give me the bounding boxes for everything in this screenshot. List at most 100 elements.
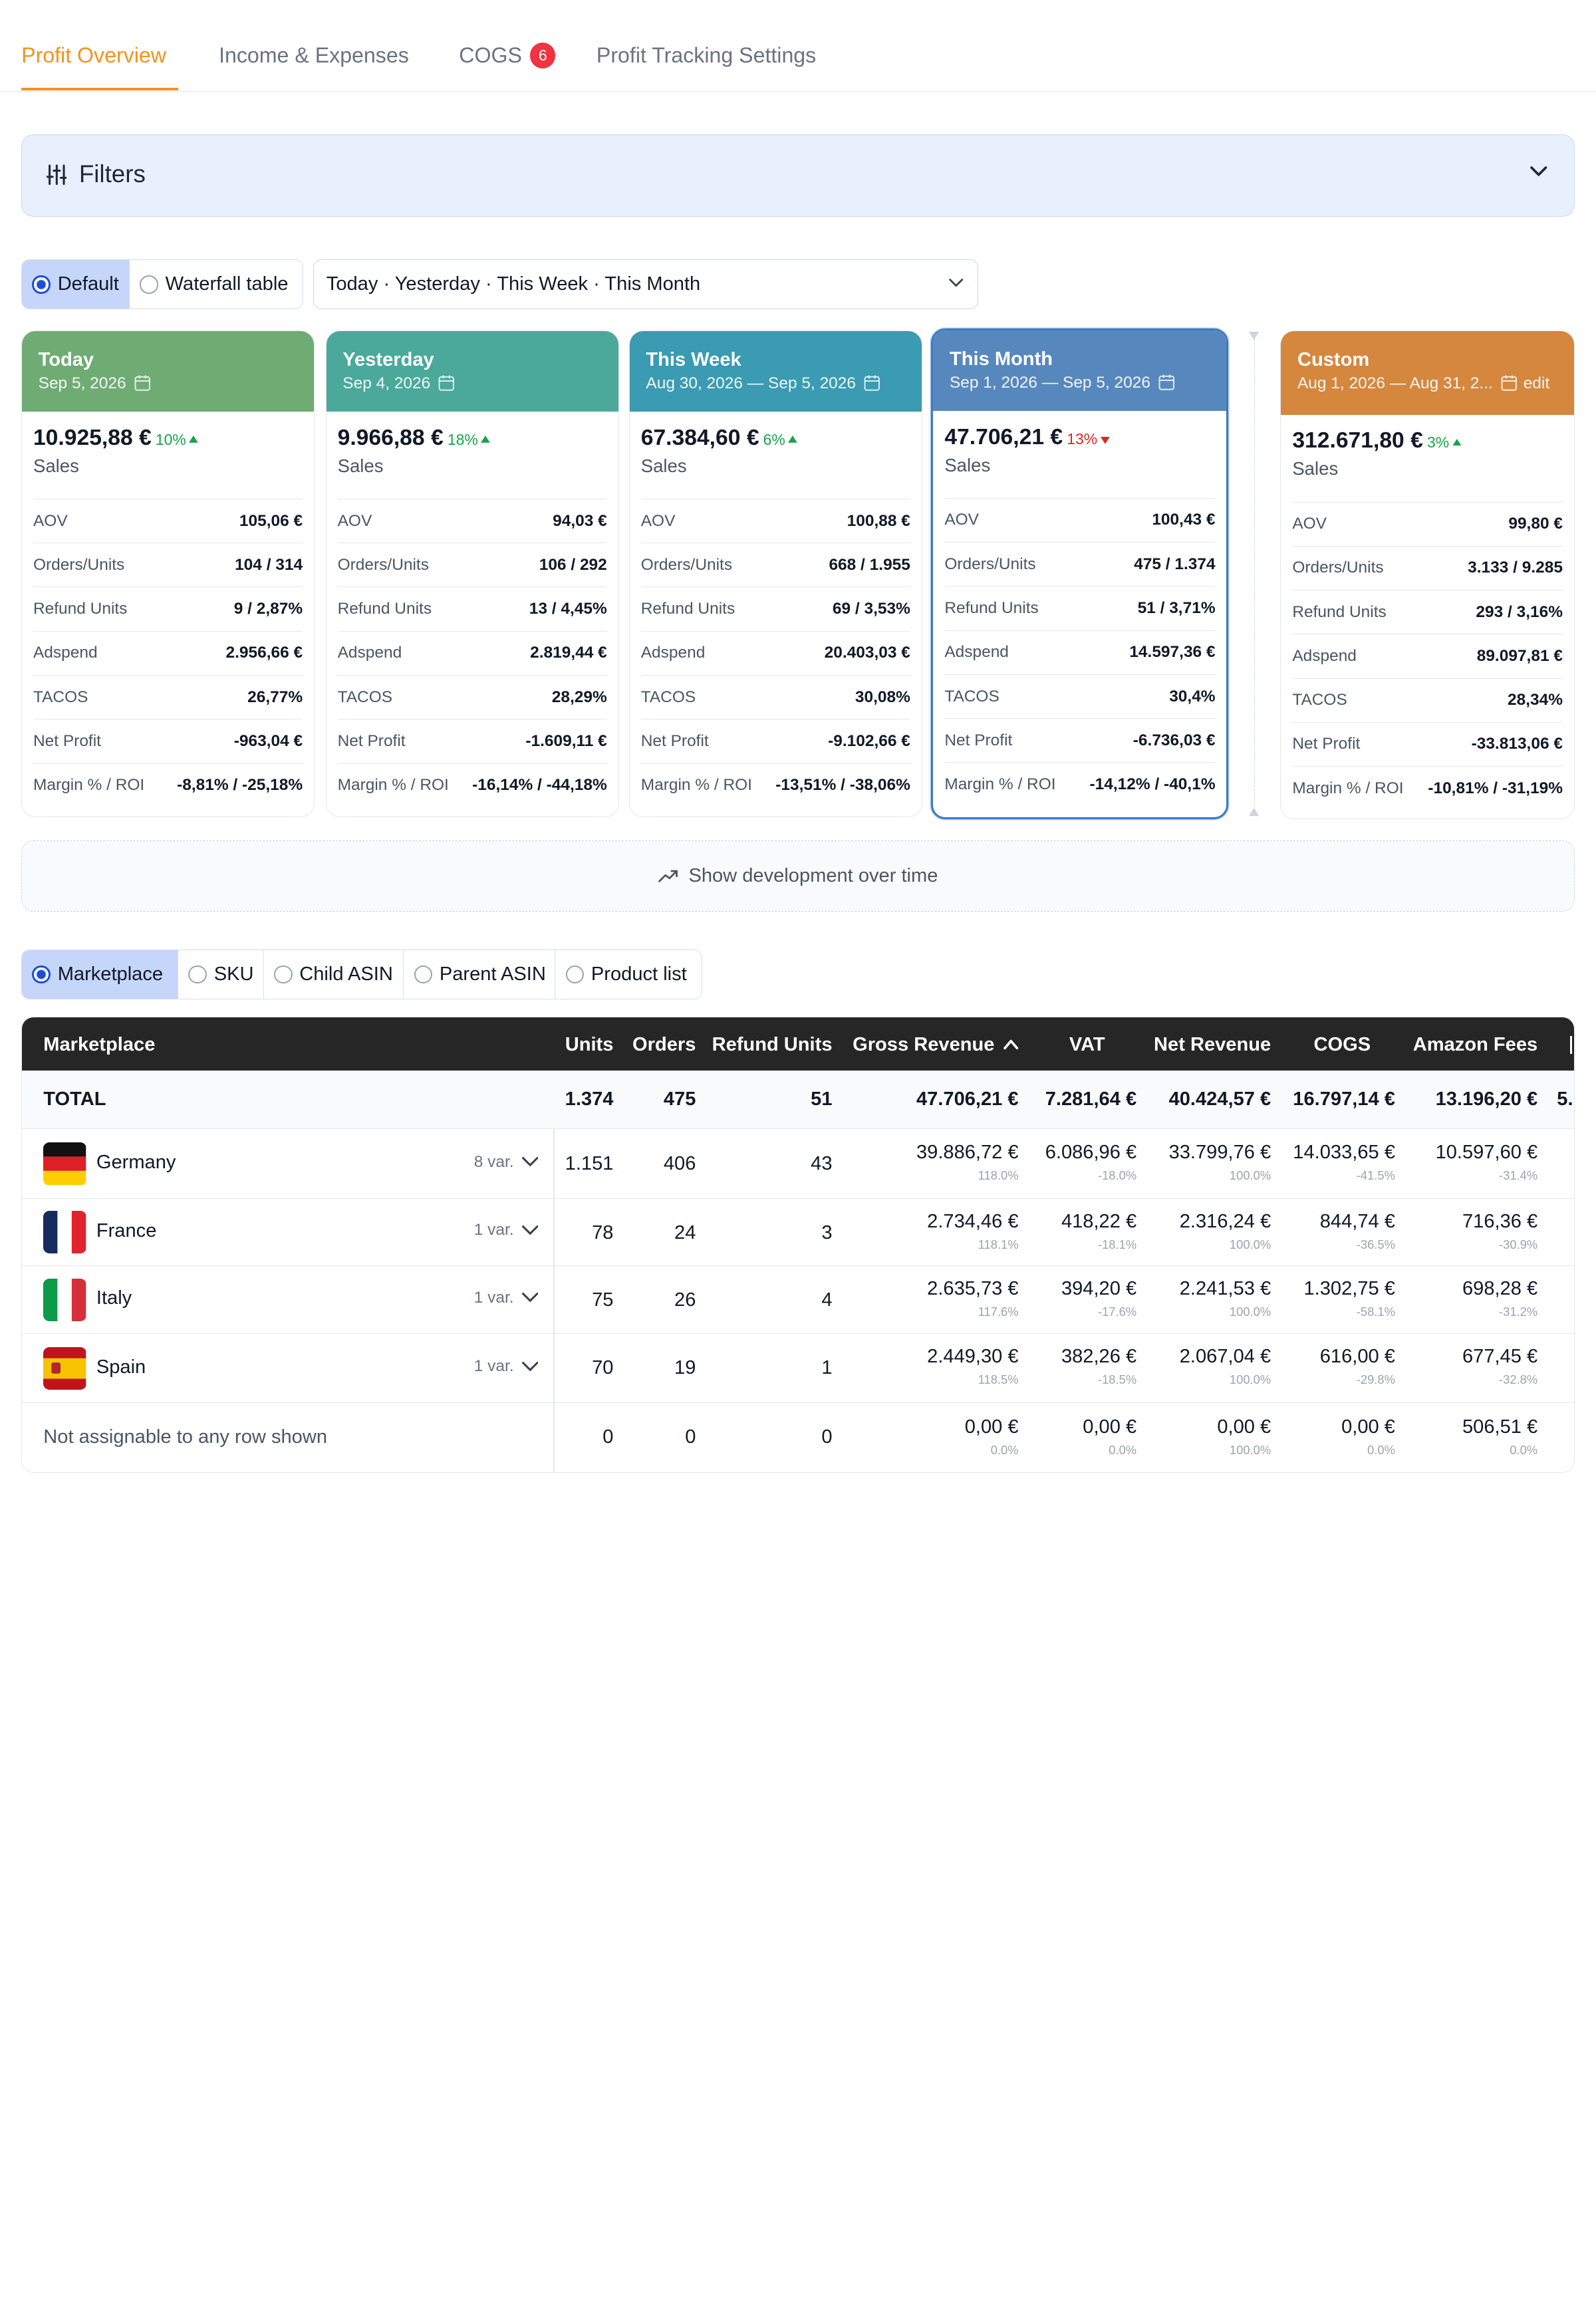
card-metric-row: Refund Units 51 / 3,71% — [944, 586, 1216, 630]
cell-cogs-percent: 0.0% — [1367, 1442, 1395, 1457]
show-development-button[interactable]: Show development over time — [21, 840, 1575, 912]
card-date-text: Sep 5, 2026 — [38, 374, 126, 392]
card-metric-row: Refund Units 293 / 3,16% — [1292, 590, 1563, 634]
group-sku-option[interactable]: SKU — [178, 950, 264, 999]
card-sales-value: 47.706,21 €13% — [944, 424, 1215, 453]
group-child-asin-option[interactable]: Child ASIN — [264, 950, 404, 999]
cell-net-percent: 100.0% — [1229, 1372, 1271, 1387]
card-period-date: Sep 4, 2026 — [342, 372, 602, 395]
group-marketplace-option[interactable]: Marketplace — [22, 950, 179, 999]
cell-gross-percent: 118.0% — [978, 1168, 1019, 1182]
header-units[interactable]: Units — [565, 1033, 614, 1055]
card-metric-row: Refund Units 13 / 4,45% — [337, 586, 607, 630]
card-metric-row: Net Profit -33.813,06 € — [1292, 721, 1563, 766]
header-orders[interactable]: Orders — [632, 1033, 696, 1055]
radio-icon — [565, 965, 585, 984]
variations-expander[interactable]: 1 var. — [474, 1221, 539, 1239]
tab-income-expenses[interactable]: Income & Expenses — [219, 43, 409, 68]
card-metric-row: Margin % / ROI -10,81% / -31,19% — [1292, 766, 1563, 810]
period-card-this-month[interactable]: This Month Sep 1, 2026 — Sep 5, 2026 47.70… — [931, 328, 1229, 820]
table-row[interactable]: Italy 1 var. 75 26 4 2.635,73 € 117.6% 394,20 €… — [22, 1266, 1574, 1335]
card-sales-label: Sales — [944, 454, 991, 475]
calendar-icon[interactable] — [1501, 374, 1518, 392]
trending-up-icon — [658, 870, 678, 882]
metric-value: 100,88 € — [847, 511, 910, 530]
metric-value: -13,51% / -38,06% — [775, 776, 910, 795]
metric-value: -16,14% / -44,18% — [472, 776, 607, 795]
total-units: 1.374 — [565, 1088, 614, 1110]
calendar-icon[interactable] — [438, 374, 455, 392]
chevron-down-icon — [521, 1225, 539, 1235]
period-card-this-week[interactable]: This Week Aug 30, 2026 — Sep 5, 2026 67.38… — [628, 330, 922, 818]
edit-custom-period-button[interactable]: edit — [1523, 374, 1550, 392]
header-amazon-fees[interactable]: Amazon Fees — [1412, 1033, 1538, 1055]
metric-label: Orders/Units — [944, 555, 1036, 573]
calendar-icon[interactable] — [134, 374, 150, 392]
header-refund-units[interactable]: Refund Units — [712, 1033, 833, 1055]
filters-panel[interactable]: Filters — [21, 134, 1575, 217]
table-row[interactable]: France 1 var. 78 24 3 2.734,46 € 118.1% 418,22 … — [22, 1199, 1574, 1266]
card-sales-value: 67.384,60 €6% — [641, 424, 910, 454]
period-select[interactable]: Today · Yesterday · This Week · This Mon… — [313, 259, 978, 310]
metric-value: 99,80 € — [1508, 515, 1563, 533]
card-metric-row: Orders/Units 3.133 / 9.285 — [1292, 545, 1563, 590]
total-refund: 51 — [811, 1088, 833, 1110]
cell-vat: 382,26 € — [1061, 1346, 1137, 1368]
tab-profit-tracking-settings[interactable]: Profit Tracking Settings — [596, 43, 817, 68]
card-metric-row: Orders/Units 668 / 1.955 — [640, 543, 910, 586]
header-marketplace[interactable]: Marketplace — [43, 1033, 156, 1055]
tab-profit-overview[interactable]: Profit Overview — [21, 43, 166, 68]
metric-value: 104 / 314 — [235, 555, 303, 574]
variations-expander[interactable]: 8 var. — [474, 1153, 539, 1172]
period-card-today[interactable]: Today Sep 5, 2026 10.925,88 €10% Sales AOV 10… — [21, 330, 315, 818]
variations-expander[interactable]: 1 var. — [474, 1357, 539, 1376]
cell-units: 70 — [592, 1357, 614, 1379]
cell-refund: 1 — [821, 1357, 833, 1379]
header-vat[interactable]: VAT — [1069, 1033, 1105, 1055]
cell-vat-percent: 0.0% — [1109, 1442, 1137, 1457]
metric-value: 26,77% — [247, 688, 303, 706]
card-metric-row: AOV 100,88 € — [640, 498, 910, 543]
cell-gross: 2.635,73 € — [927, 1277, 1019, 1299]
table-row[interactable]: Germany 8 var. 1.151 406 43 39.886,72 € 118.0%… — [22, 1129, 1574, 1199]
card-body: 312.671,80 €3% Sales AOV 99,80 € Orders/Unit… — [1281, 415, 1573, 810]
metric-label: Net Profit — [944, 731, 1013, 749]
cell-cogs: 616,00 € — [1319, 1346, 1395, 1368]
view-waterfall-option[interactable]: Waterfall table — [130, 260, 299, 309]
group-product-list-option[interactable]: Product list — [555, 950, 702, 999]
card-sales-change: 18% — [447, 430, 478, 448]
metric-value: 3.133 / 9.285 — [1468, 559, 1563, 577]
table-header: Marketplace Units Orders Refund Units Gr… — [22, 1017, 1574, 1071]
period-card-custom[interactable]: Custom Aug 1, 2026 — Aug 31, 2... edit 312.… — [1280, 330, 1575, 820]
metric-value: -1.609,11 € — [525, 731, 607, 750]
calendar-icon[interactable] — [864, 374, 880, 392]
tab-cogs[interactable]: COGS 6 — [459, 43, 556, 69]
table-row[interactable]: Spain 1 var. 70 19 1 2.449,30 € 118.5% 382,26 €… — [22, 1334, 1574, 1404]
cell-fees-percent: -32.8% — [1499, 1372, 1538, 1387]
cell-net: 33.799,76 € — [1168, 1141, 1271, 1163]
calendar-icon[interactable] — [1158, 374, 1175, 391]
card-metric-row: Refund Units 9 / 2,87% — [33, 586, 303, 630]
metric-label: Net Profit — [640, 731, 709, 750]
header-net-revenue[interactable]: Net Revenue — [1154, 1033, 1271, 1055]
metric-value: 106 / 292 — [539, 555, 607, 574]
metric-value: -10,81% / -31,19% — [1428, 779, 1563, 797]
cell-net: 0,00 € — [1217, 1416, 1271, 1438]
card-metric-row: Adspend 89.097,81 € — [1292, 634, 1563, 678]
group-parent-asin-option[interactable]: Parent ASIN — [404, 950, 556, 999]
header-gross-revenue[interactable]: Gross Revenue — [853, 1034, 1019, 1056]
table-unassigned-row: Not assignable to any row shown 0 0 0 0,00 €… — [22, 1403, 1574, 1472]
cell-vat: 418,22 € — [1061, 1210, 1137, 1232]
card-period-date: Sep 1, 2026 — Sep 5, 2026 — [950, 372, 1210, 394]
period-card-yesterday[interactable]: Yesterday Sep 4, 2026 9.966,88 €18% Sales AO… — [325, 330, 619, 818]
header-cogs[interactable]: COGS — [1313, 1033, 1371, 1055]
view-default-option[interactable]: Default — [22, 260, 130, 309]
total-orders: 475 — [663, 1088, 696, 1110]
card-metric-row: Margin % / ROI -14,12% / -40,1% — [944, 762, 1216, 806]
card-metric-row: Margin % / ROI -16,14% / -44,18% — [337, 763, 607, 807]
card-sales-value: 10.925,88 €10% — [33, 424, 303, 454]
chevron-down-icon[interactable] — [1530, 166, 1548, 178]
card-metric-row: TACOS 28,34% — [1292, 678, 1563, 722]
sliders-icon — [46, 164, 67, 186]
variations-expander[interactable]: 1 var. — [474, 1289, 539, 1307]
